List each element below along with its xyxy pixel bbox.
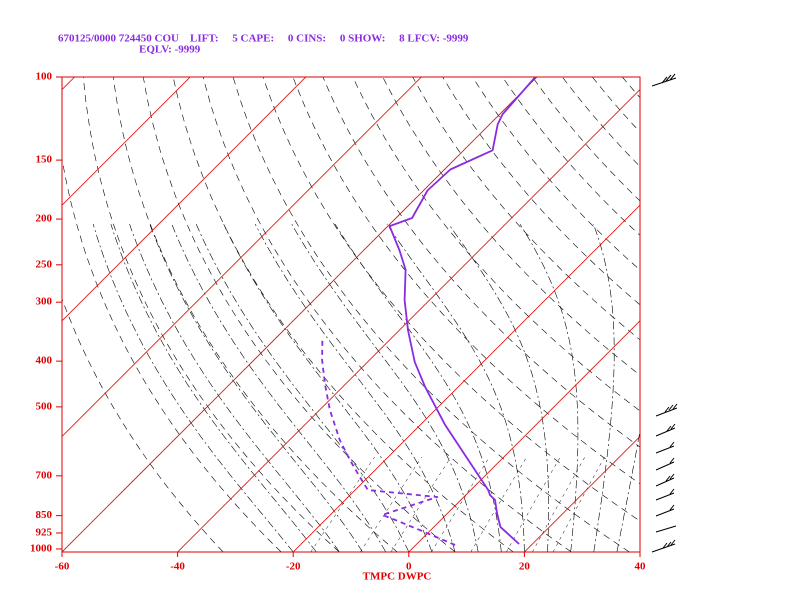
moist-adiabat [171, 223, 386, 552]
moist-adiabat [149, 223, 363, 552]
wind-barb [651, 539, 676, 553]
y-tick-label: 1000 [30, 542, 53, 554]
wind-barb [655, 525, 677, 533]
background-lines [62, 77, 640, 552]
y-tick-label: 925 [36, 527, 53, 539]
profile-line [388, 77, 536, 545]
y-tick-label: 250 [36, 258, 53, 270]
dry-adiabat [202, 77, 572, 552]
y-tick-label: 150 [36, 154, 53, 166]
mixing-ratio-line [470, 456, 527, 552]
dry-adiabat [412, 77, 640, 341]
x-tick-label: -60 [55, 561, 70, 573]
plot-frame [61, 76, 641, 553]
wind-barb [655, 403, 678, 417]
x-axis-label: TMPC DWPC [363, 571, 432, 583]
header-line: 670125/0000 724450 COU LIFT: 5 CAPE: 0 C… [58, 33, 469, 45]
x-tick-label: 20 [519, 561, 531, 573]
wind-barb [655, 488, 675, 501]
x-tick-label: -40 [170, 561, 185, 573]
isotherm [62, 77, 538, 552]
y-tick-label: 850 [36, 509, 53, 521]
mixing-ratio-line [390, 456, 452, 552]
isotherm [62, 77, 307, 322]
x-tick-label: -20 [286, 561, 301, 573]
dry-adiabat [83, 77, 340, 552]
moist-adiabat [593, 223, 615, 552]
wind-barb [655, 423, 676, 437]
dry-adiabat [292, 77, 640, 485]
y-tick-label: 500 [36, 400, 53, 412]
isotherm [408, 320, 640, 552]
profile-line [321, 337, 456, 546]
dry-adiabat [442, 77, 640, 306]
moist-adiabat [110, 224, 317, 552]
dry-adiabat [502, 77, 640, 236]
dry-adiabat [382, 77, 640, 376]
wind-barb [655, 473, 675, 487]
y-tick-label: 100 [36, 71, 53, 83]
wind-barb [651, 73, 677, 87]
dry-adiabat [113, 77, 398, 552]
dry-adiabat [322, 77, 640, 448]
header-line: EQLV: -9999 [139, 44, 201, 56]
moist-adiabat [386, 223, 525, 552]
y-tick-label: 400 [36, 355, 53, 367]
moist-adiabat [195, 223, 410, 552]
wind-barb [655, 441, 675, 454]
profiles [321, 77, 536, 546]
isotherm [292, 204, 640, 552]
mixing-ratio-line [431, 456, 490, 552]
mixing-ratio-line [360, 456, 422, 552]
dry-adiabat [62, 156, 282, 552]
mixing-ratio-line [310, 456, 375, 552]
x-tick-label: 0 [406, 561, 412, 573]
y-tick-label: 300 [36, 296, 53, 308]
wind-barb [655, 457, 675, 471]
dry-adiabat [262, 77, 640, 522]
y-tick-label: 200 [36, 213, 53, 225]
moist-adiabat [129, 224, 340, 552]
y-tick-label: 700 [36, 469, 53, 481]
isotherm [62, 77, 422, 437]
dry-adiabat [143, 77, 456, 552]
dry-adiabat [172, 77, 514, 552]
moist-adiabat [223, 223, 433, 552]
moist-adiabat [519, 223, 579, 552]
isotherm [524, 435, 640, 552]
x-tick-label: 40 [635, 561, 647, 573]
moist-adiabat [448, 223, 549, 552]
isotherm [62, 77, 191, 206]
wind-barbs [651, 73, 678, 553]
dry-adiabat [352, 77, 640, 412]
dry-adiabat [532, 77, 640, 202]
isotherm [177, 89, 640, 552]
dry-adiabat [232, 77, 630, 552]
wind-barb [655, 504, 675, 517]
moist-adiabat [254, 223, 456, 552]
moist-adiabat [92, 224, 294, 552]
